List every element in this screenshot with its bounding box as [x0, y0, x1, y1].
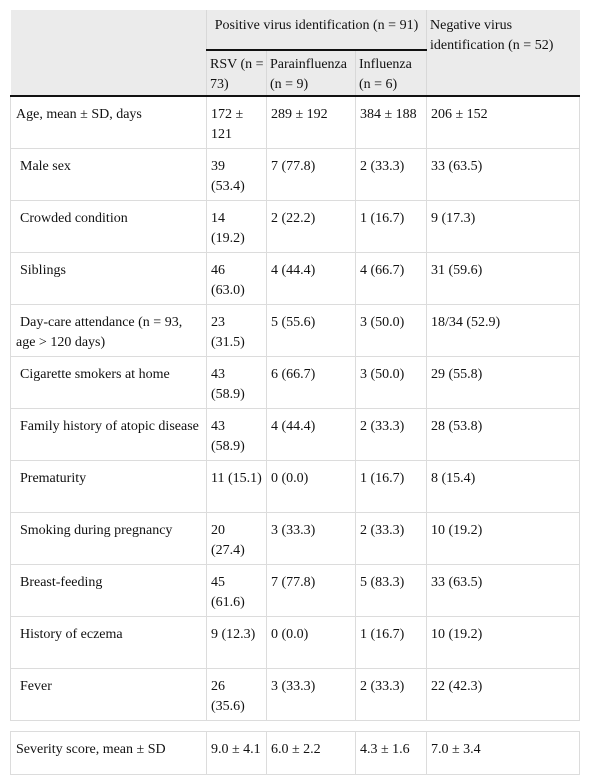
header-row-1: Positive virus identification (n = 91) N…	[10, 10, 580, 97]
row-label: Siblings	[10, 252, 207, 305]
table-row: Fever 26 (35.6) 3 (33.3) 2 (33.3) 22 (42…	[10, 668, 580, 721]
table-row: Male sex 39 (53.4) 7 (77.8) 2 (33.3) 33 …	[10, 148, 580, 201]
parainfluenza-cell: 0 (0.0)	[266, 460, 356, 513]
header-blank-cell	[10, 10, 207, 50]
influenza-cell: 384 ± 188	[355, 96, 427, 149]
parainfluenza-cell: 4 (44.4)	[266, 252, 356, 305]
parainfluenza-cell: 3 (33.3)	[266, 668, 356, 721]
rsv-cell: 14 (19.2)	[206, 200, 267, 253]
influenza-header: Influenza (n = 6)	[355, 50, 427, 97]
header-row-2: RSV (n = 73) Parainfluenza (n = 9) Influ…	[10, 50, 580, 97]
rsv-cell: 9 (12.3)	[206, 616, 267, 669]
rsv-cell: 43 (58.9)	[206, 356, 267, 409]
influenza-cell: 3 (50.0)	[355, 356, 427, 409]
rsv-cell: 23 (31.5)	[206, 304, 267, 357]
influenza-cell: 5 (83.3)	[355, 564, 427, 617]
influenza-cell: 2 (33.3)	[355, 148, 427, 201]
row-label: Prematurity	[10, 460, 207, 513]
header-blank-cell-2	[10, 50, 207, 97]
row-label: Male sex	[10, 148, 207, 201]
parainfluenza-cell: 289 ± 192	[266, 96, 356, 149]
table-row: Smoking during pregnancy 20 (27.4) 3 (33…	[10, 512, 580, 565]
severity-row: Severity score, mean ± SD 9.0 ± 4.1 6.0 …	[10, 731, 580, 775]
negative-cell: 33 (63.5)	[426, 564, 580, 617]
rsv-cell: 45 (61.6)	[206, 564, 267, 617]
influenza-cell: 2 (33.3)	[355, 512, 427, 565]
parainfluenza-cell: 7 (77.8)	[266, 148, 356, 201]
row-label: Breast-feeding	[10, 564, 207, 617]
row-label: Severity score, mean ± SD	[10, 731, 207, 775]
negative-cell: 28 (53.8)	[426, 408, 580, 461]
negative-cell: 7.0 ± 3.4	[426, 731, 580, 775]
parainfluenza-cell: 6.0 ± 2.2	[266, 731, 356, 775]
rsv-cell: 20 (27.4)	[206, 512, 267, 565]
influenza-cell: 1 (16.7)	[355, 616, 427, 669]
table-container: Positive virus identification (n = 91) N…	[10, 10, 580, 775]
row-label: Cigarette smokers at home	[10, 356, 207, 409]
spacer-row	[10, 720, 580, 732]
table-row: Crowded condition 14 (19.2) 2 (22.2) 1 (…	[10, 200, 580, 253]
parainfluenza-cell: 6 (66.7)	[266, 356, 356, 409]
table-row: Siblings 46 (63.0) 4 (44.4) 4 (66.7) 31 …	[10, 252, 580, 305]
negative-group-header: Negative virus identification (n = 52)	[426, 10, 580, 97]
data-table: Positive virus identification (n = 91) N…	[10, 10, 580, 775]
negative-cell: 8 (15.4)	[426, 460, 580, 513]
parainfluenza-cell: 5 (55.6)	[266, 304, 356, 357]
row-label: Crowded condition	[10, 200, 207, 253]
spacer-cell	[10, 720, 580, 732]
row-label: Fever	[10, 668, 207, 721]
row-label: Day-care attendance (n = 93, age > 120 d…	[10, 304, 207, 357]
influenza-cell: 4.3 ± 1.6	[355, 731, 427, 775]
table-row: History of eczema 9 (12.3) 0 (0.0) 1 (16…	[10, 616, 580, 669]
negative-cell: 9 (17.3)	[426, 200, 580, 253]
negative-cell: 10 (19.2)	[426, 512, 580, 565]
row-label: History of eczema	[10, 616, 207, 669]
rsv-cell: 172 ± 121	[206, 96, 267, 149]
negative-cell: 18/34 (52.9)	[426, 304, 580, 357]
rsv-cell: 39 (53.4)	[206, 148, 267, 201]
negative-cell: 206 ± 152	[426, 96, 580, 149]
table-row: Breast-feeding 45 (61.6) 7 (77.8) 5 (83.…	[10, 564, 580, 617]
negative-cell: 31 (59.6)	[426, 252, 580, 305]
negative-cell: 10 (19.2)	[426, 616, 580, 669]
table-row: Prematurity 11 (15.1) 0 (0.0) 1 (16.7) 8…	[10, 460, 580, 513]
rsv-header: RSV (n = 73)	[206, 50, 267, 97]
influenza-cell: 4 (66.7)	[355, 252, 427, 305]
negative-cell: 33 (63.5)	[426, 148, 580, 201]
rsv-cell: 43 (58.9)	[206, 408, 267, 461]
parainfluenza-cell: 7 (77.8)	[266, 564, 356, 617]
row-label: Family history of atopic disease	[10, 408, 207, 461]
parainfluenza-cell: 3 (33.3)	[266, 512, 356, 565]
rsv-cell: 9.0 ± 4.1	[206, 731, 267, 775]
rsv-cell: 26 (35.6)	[206, 668, 267, 721]
negative-cell: 29 (55.8)	[426, 356, 580, 409]
influenza-cell: 3 (50.0)	[355, 304, 427, 357]
table-body: Age, mean ± SD, days 172 ± 121 289 ± 192…	[10, 96, 580, 775]
parainfluenza-cell: 2 (22.2)	[266, 200, 356, 253]
parainfluenza-cell: 0 (0.0)	[266, 616, 356, 669]
parainfluenza-cell: 4 (44.4)	[266, 408, 356, 461]
table-row: Cigarette smokers at home 43 (58.9) 6 (6…	[10, 356, 580, 409]
row-label: Smoking during pregnancy	[10, 512, 207, 565]
influenza-cell: 2 (33.3)	[355, 408, 427, 461]
rsv-cell: 46 (63.0)	[206, 252, 267, 305]
influenza-cell: 2 (33.3)	[355, 668, 427, 721]
row-label: Age, mean ± SD, days	[10, 96, 207, 149]
parainfluenza-header: Parainfluenza (n = 9)	[266, 50, 356, 97]
table-row: Age, mean ± SD, days 172 ± 121 289 ± 192…	[10, 96, 580, 149]
influenza-cell: 1 (16.7)	[355, 460, 427, 513]
table-row: Family history of atopic disease 43 (58.…	[10, 408, 580, 461]
table-row: Day-care attendance (n = 93, age > 120 d…	[10, 304, 580, 357]
influenza-cell: 1 (16.7)	[355, 200, 427, 253]
positive-group-header: Positive virus identification (n = 91)	[206, 10, 427, 51]
negative-cell: 22 (42.3)	[426, 668, 580, 721]
rsv-cell: 11 (15.1)	[206, 460, 267, 513]
